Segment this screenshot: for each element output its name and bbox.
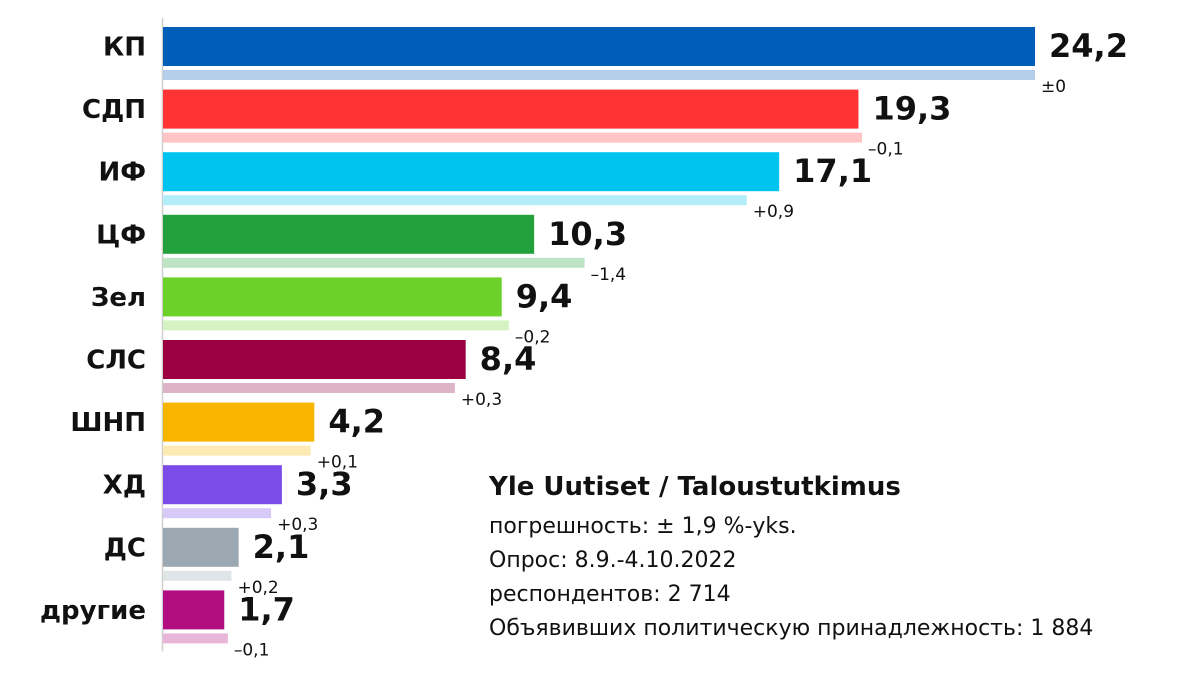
previous-bar bbox=[163, 570, 232, 581]
change-label: –1,4 bbox=[591, 265, 627, 285]
previous-bar bbox=[163, 383, 455, 393]
bar bbox=[163, 89, 859, 129]
error-margin-label: погрешность: ± 1,9 %-yks. bbox=[489, 514, 797, 539]
respondents-label: респондентов: 2 714 bbox=[489, 582, 731, 607]
previous-bar bbox=[163, 445, 311, 456]
bar bbox=[163, 590, 225, 630]
value-label: 10,3 bbox=[548, 215, 627, 253]
category-label: Зел bbox=[91, 283, 146, 313]
previous-bar bbox=[163, 257, 585, 268]
previous-bar bbox=[163, 132, 863, 143]
bar bbox=[163, 152, 780, 192]
category-label: другие bbox=[40, 596, 146, 626]
value-label: 24,2 bbox=[1049, 27, 1128, 65]
value-label: 2,1 bbox=[253, 528, 310, 566]
value-label: 8,4 bbox=[480, 340, 537, 378]
change-label: +0,3 bbox=[277, 515, 318, 535]
change-label: –0,1 bbox=[234, 640, 270, 660]
previous-bar bbox=[163, 195, 747, 206]
category-label: ЦФ bbox=[96, 220, 146, 250]
previous-bar bbox=[163, 508, 272, 519]
value-label: 1,7 bbox=[238, 590, 295, 628]
bars-group: КП 24,2 ±0 СДП 19,3 –0,1 ИФ 17,1 +0,9 ЦФ 10,3 –1,4 З… bbox=[40, 27, 1128, 660]
category-label: ИФ bbox=[98, 158, 146, 188]
change-label: +0,1 bbox=[317, 453, 358, 473]
value-label: 4,2 bbox=[328, 403, 385, 441]
source-label: Yle Uutiset / Taloustutkimus bbox=[489, 472, 901, 502]
chart-notes: Yle Uutiset / Taloustutkimus погрешность… bbox=[489, 472, 1093, 646]
bar bbox=[163, 27, 1035, 66]
bar bbox=[163, 527, 239, 567]
bar bbox=[163, 214, 535, 254]
poll-period-label: Опрос: 8.9.-4.10.2022 bbox=[489, 548, 737, 573]
change-label: +0,9 bbox=[753, 202, 794, 222]
bar bbox=[163, 277, 502, 317]
category-label: ХД bbox=[103, 471, 146, 501]
bar bbox=[163, 465, 282, 505]
value-label: 3,3 bbox=[296, 465, 353, 503]
category-label: ШНП bbox=[70, 408, 146, 438]
value-label: 17,1 bbox=[793, 152, 872, 190]
value-label: 9,4 bbox=[516, 277, 573, 315]
change-label: +0,3 bbox=[461, 390, 502, 410]
change-label: –0,2 bbox=[515, 327, 551, 347]
bar bbox=[163, 340, 466, 379]
category-label: ДС bbox=[104, 533, 146, 563]
category-label: СДП bbox=[82, 95, 146, 125]
change-label: +0,2 bbox=[237, 578, 278, 598]
bar bbox=[163, 402, 315, 442]
category-label: СЛС bbox=[86, 346, 146, 376]
declared-affiliation-label: Объявивших политическую принадлежность: … bbox=[489, 616, 1094, 641]
previous-bar bbox=[163, 633, 228, 644]
previous-bar bbox=[163, 70, 1035, 80]
value-label: 19,3 bbox=[872, 90, 951, 128]
change-label: ±0 bbox=[1041, 77, 1066, 97]
previous-bar bbox=[163, 320, 509, 331]
category-label: КП bbox=[103, 33, 146, 63]
change-label: –0,1 bbox=[868, 140, 904, 160]
